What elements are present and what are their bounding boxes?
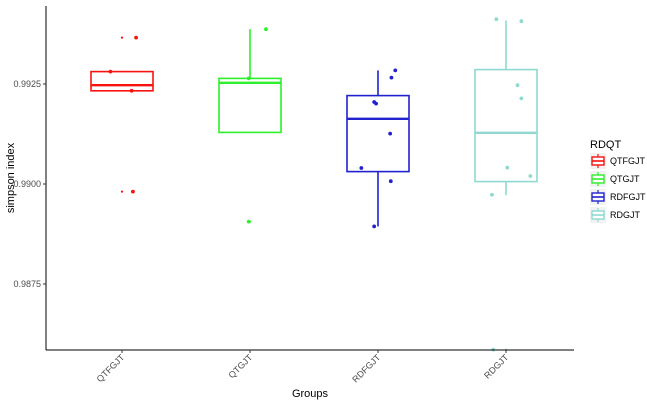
y-tick-label: 0.9925	[13, 79, 41, 89]
y-axis-title: simpson index	[5, 142, 17, 213]
jitter-point	[374, 101, 378, 106]
x-tick-label: RDGJT	[482, 352, 511, 381]
box-group-rdgjt	[474, 17, 538, 352]
box-group-qtgjt	[218, 27, 282, 224]
jitter-point	[494, 17, 499, 22]
legend-item-qtgjt: QTGJT	[590, 171, 640, 187]
jitter-point	[359, 166, 364, 170]
jitter-point	[389, 75, 394, 80]
axes: 0.9875 0.9900 0.9925 QTFGJT QTGJT RDFGJT RDGJ…	[5, 6, 574, 400]
jitter-point	[264, 27, 268, 32]
jitter-point	[528, 174, 533, 178]
jitter-point	[108, 69, 113, 74]
legend-label: RDGJT	[610, 210, 640, 220]
jitter-point	[515, 83, 520, 88]
legend-item-qtfgjt: QTFGJT	[590, 153, 645, 169]
jitter-point	[519, 96, 524, 101]
box	[90, 70, 154, 92]
outlier-point	[120, 190, 124, 193]
x-tick-label: RDFGJT	[350, 352, 383, 385]
jitter-point	[490, 192, 494, 197]
box-group-qtfgjt	[90, 35, 154, 194]
legend-item-rdgjt: RDGJT	[590, 207, 640, 223]
jitter-point	[393, 68, 398, 73]
jitter-point	[246, 219, 251, 224]
jitter-point	[519, 19, 524, 24]
legend-item-rdfgjt: RDFGJT	[590, 189, 646, 205]
x-axis-title: Groups	[292, 388, 329, 400]
y-ticks: 0.9875 0.9900 0.9925	[13, 79, 46, 289]
jitter-point	[388, 131, 393, 136]
legend-label: QTFGJT	[610, 156, 645, 166]
jitter-point	[129, 88, 134, 93]
box	[346, 94, 410, 173]
jitter-point	[372, 224, 377, 229]
jitter-point	[388, 179, 393, 184]
y-tick-label: 0.9900	[13, 179, 41, 189]
y-tick-label: 0.9875	[13, 279, 41, 289]
jitter-point	[134, 35, 138, 40]
x-tick-label: QTFGJT	[95, 352, 127, 384]
box-group-rdfgjt	[346, 68, 410, 229]
x-ticks: QTFGJT QTGJT RDFGJT RDGJT	[95, 350, 511, 385]
jitter-point	[246, 76, 251, 81]
legend-title: RDQT	[590, 139, 621, 151]
legend-label: QTGJT	[610, 174, 640, 184]
legend: RDQT QTFGJT QTGJT RDFGJT RDGJT	[590, 139, 646, 223]
jitter-point	[505, 165, 510, 170]
box	[474, 68, 538, 183]
legend-label: RDFGJT	[610, 192, 646, 202]
box	[218, 77, 282, 134]
outlier-point	[120, 36, 124, 39]
x-tick-label: QTGJT	[226, 352, 254, 380]
jitter-point	[130, 189, 135, 194]
plot-area	[90, 17, 538, 352]
